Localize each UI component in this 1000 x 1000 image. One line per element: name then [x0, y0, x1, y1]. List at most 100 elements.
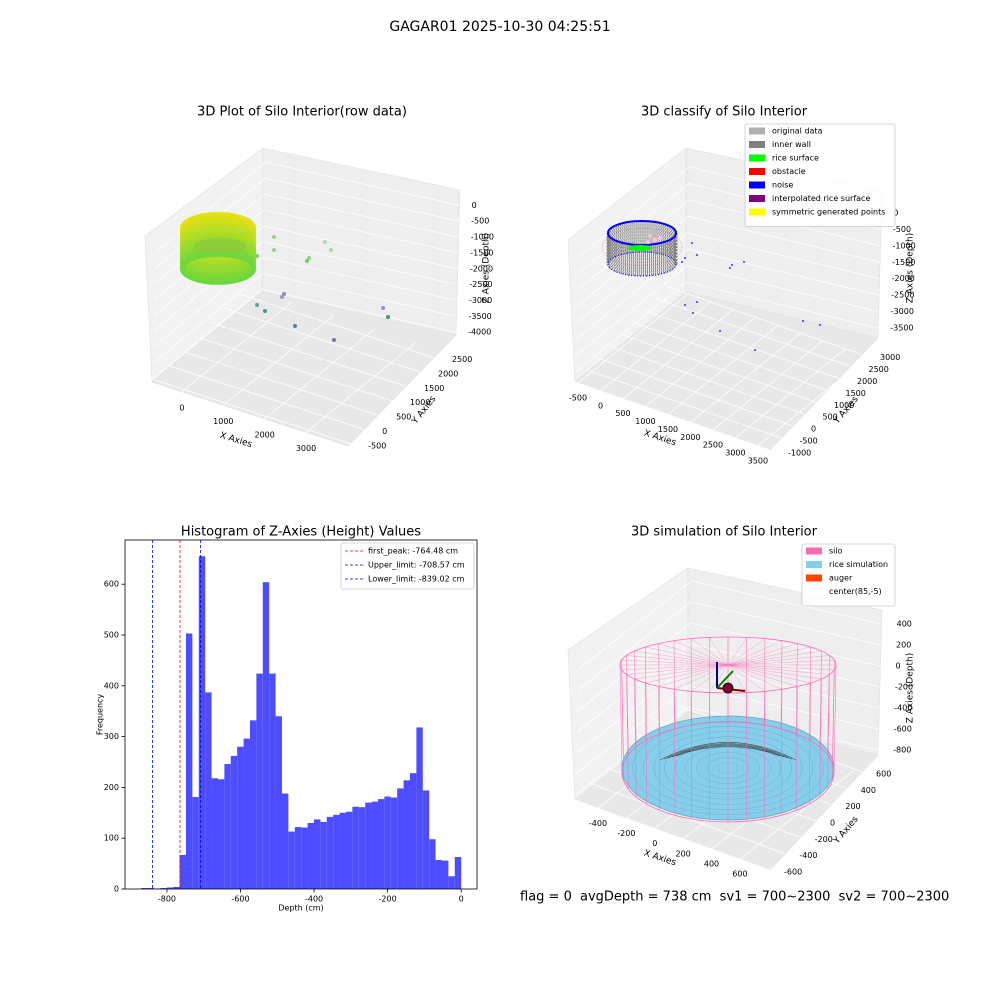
- legend-swatch: [806, 561, 822, 568]
- y-tick-label: -200: [815, 835, 833, 844]
- z-tick-label: 0: [895, 661, 900, 670]
- chart-title: Histogram of Z-Axies (Height) Values: [181, 525, 421, 540]
- point-cloud: [180, 212, 390, 342]
- legend-label: center(85,-5): [829, 587, 882, 596]
- cloud-point: [691, 242, 693, 244]
- bar: [320, 821, 327, 889]
- bar: [237, 746, 244, 889]
- legend-swatch: [749, 168, 765, 175]
- silo-wire: [795, 686, 798, 811]
- bar: [211, 778, 218, 889]
- silo-wire: [808, 682, 811, 805]
- x-tick-label: 600: [732, 870, 747, 879]
- legend-label: auger: [829, 574, 853, 583]
- bar: [358, 807, 366, 889]
- bar: [435, 860, 442, 889]
- cloud-point: [263, 309, 267, 313]
- silo-wire: [634, 650, 637, 748]
- bar: [333, 814, 340, 889]
- grid-line: [667, 324, 780, 415]
- x-tick-label: -200: [617, 829, 635, 838]
- bar: [448, 876, 455, 889]
- axes-frame: [124, 539, 478, 890]
- cloud-point: [329, 248, 333, 252]
- cloud-point: [386, 315, 390, 319]
- grid-line: [576, 232, 880, 324]
- silo-wire: [621, 659, 835, 671]
- cloud-point: [754, 349, 756, 351]
- bar: [377, 799, 385, 889]
- x-tick-label: 3000: [725, 448, 745, 457]
- y-tick-label: 500: [823, 413, 838, 422]
- legend-label: inner wall: [772, 140, 811, 149]
- x-tick-label: 1000: [213, 417, 233, 426]
- silo-wire: [808, 646, 811, 740]
- legend-swatch: [806, 574, 822, 582]
- x-tick-label: 1000: [635, 417, 655, 426]
- cloud-point: [692, 312, 694, 314]
- legend-swatch: [806, 547, 822, 555]
- y-tick-label: 2000: [438, 370, 458, 379]
- cloud-point: [645, 239, 651, 245]
- chart-title: 3D Plot of Silo Interior(row data): [197, 105, 407, 120]
- legend-swatch: [749, 154, 765, 162]
- bar: [403, 780, 410, 889]
- grid-line: [181, 350, 379, 416]
- grid-line: [575, 281, 879, 373]
- silo-wire: [634, 678, 637, 798]
- legend-swatch: [749, 195, 765, 202]
- z-tick-label: -200: [895, 682, 913, 691]
- z-tick-label: -3500: [469, 312, 492, 321]
- cloud-wall: [606, 230, 678, 258]
- x-tick-label: 1500: [658, 425, 678, 434]
- silo-wire: [690, 638, 692, 726]
- cloud-wall: [606, 239, 678, 267]
- grid-line: [575, 685, 879, 775]
- y-tick-label: 400: [104, 681, 119, 690]
- legend: silo rice simulation auger center(85,-5): [801, 543, 896, 607]
- chart-title: 3D simulation of Silo Interior: [631, 525, 818, 540]
- bar: [198, 556, 206, 889]
- bar: [275, 716, 282, 889]
- cloud-point: [282, 292, 286, 296]
- silo-wire: [780, 689, 783, 816]
- bar: [294, 827, 302, 889]
- grid-line: [620, 333, 817, 403]
- cloud-point: [719, 330, 721, 332]
- z-tick-label: -2500: [469, 280, 492, 289]
- legend-frame: [801, 543, 896, 607]
- grid-line: [152, 272, 457, 364]
- silo-wire: [621, 660, 624, 764]
- legend-label: first_peak: -764.48 cm: [368, 547, 458, 556]
- silo-wire: [780, 640, 783, 729]
- x-tick-label: 3000: [296, 444, 316, 453]
- cloud-point: [332, 338, 336, 342]
- grid-line: [167, 365, 365, 430]
- simulation: [619, 636, 837, 823]
- cloud-ring: [180, 252, 256, 285]
- point-cloud: [601, 220, 821, 351]
- legend-label: silo: [829, 547, 843, 556]
- bar: [141, 887, 148, 889]
- bar: [281, 793, 289, 889]
- y-tick-label: 600: [876, 769, 891, 778]
- y-tick-label: 300: [104, 732, 119, 741]
- x-tick-label: 400: [704, 860, 719, 869]
- grid-line: [712, 339, 825, 431]
- auger-center: [722, 682, 734, 694]
- y-tick-label: 2000: [857, 377, 877, 386]
- z-tick-label: -500: [471, 217, 489, 226]
- silo-wire: [626, 655, 629, 755]
- legend-frame: [744, 123, 896, 227]
- z-tick-label: -1000: [892, 241, 915, 250]
- x-tick-label: -400: [589, 819, 607, 828]
- z-tick-label: -2500: [891, 291, 914, 300]
- bar: [397, 788, 404, 889]
- grid-line: [666, 286, 863, 355]
- cloud-point: [681, 261, 683, 263]
- bar: [441, 860, 449, 889]
- z-tick-label: -4000: [468, 328, 491, 337]
- grid-line: [223, 314, 334, 406]
- grid-line: [600, 300, 712, 392]
- y-tick-label: 0: [830, 818, 835, 827]
